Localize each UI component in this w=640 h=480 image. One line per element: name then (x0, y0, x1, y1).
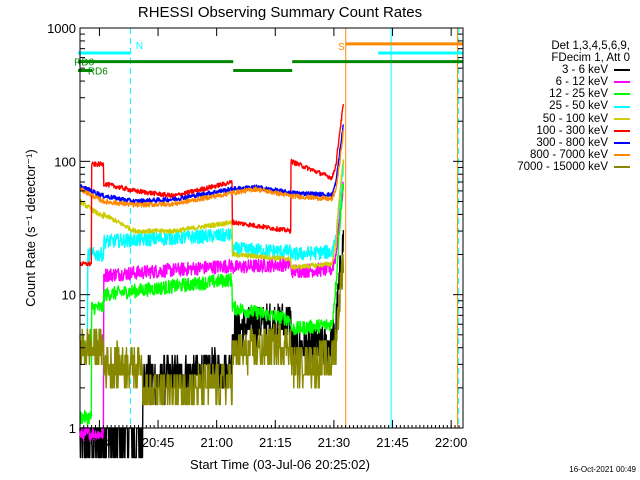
legend-entries: 3 - 6 keV 6 - 12 keV 12 - 25 keV 25 - 50 ke… (478, 64, 638, 173)
legend-entry: 6 - 12 keV (478, 76, 638, 88)
series-layer (79, 103, 345, 459)
legend-entry: 300 - 800 keV (478, 137, 638, 149)
series-50-100-kev (79, 159, 345, 270)
legend-label: 7000 - 15000 keV (517, 160, 608, 173)
axis-ticks: 20:30 20:45 21:00 21:15 21:30 21:45 22:00 1 10 10… (47, 21, 467, 450)
legend-label: 50 - 100 keV (542, 112, 608, 125)
x-tick-label-0: 20:30 (83, 435, 116, 450)
legend-entry: 12 - 25 keV (478, 88, 638, 100)
y-tick-label-2: 100 (54, 154, 76, 169)
y-axis-label: Count Rate (s⁻¹ detector⁻¹) (23, 149, 38, 307)
generated-timestamp: 16-Oct-2021 00:49 (569, 465, 636, 474)
y-tick-label-3: 1000 (47, 21, 76, 36)
legend-swatch (614, 81, 630, 84)
flag-label-rd6: RD6 (88, 67, 108, 78)
series-100-300-kev (79, 103, 345, 267)
legend: Det 1,3,4,5,6,9, FDecim 1, Att 0 3 - 6 k… (478, 40, 638, 173)
legend-entry: 7000 - 15000 keV (478, 161, 638, 173)
legend-swatch (614, 165, 630, 168)
x-tick-label-2: 21:00 (200, 435, 233, 450)
series-800-7000-kev (79, 129, 345, 208)
flag-label-n: N (136, 41, 143, 52)
legend-swatch (614, 153, 630, 156)
legend-entry: 50 - 100 keV (478, 113, 638, 125)
series-25-50-kev (79, 159, 345, 355)
x-tick-label-5: 21:45 (376, 435, 409, 450)
legend-header-line-2: FDecim 1, Att 0 (551, 52, 630, 65)
series-300-800-kev (79, 124, 345, 205)
chart-title: RHESSI Observing Summary Count Rates (138, 4, 422, 21)
legend-entry: 100 - 300 keV (478, 125, 638, 137)
x-tick-label-6: 22:00 (435, 435, 468, 450)
x-tick-label-1: 20:45 (142, 435, 175, 450)
legend-swatch (614, 141, 630, 144)
y-tick-label-0: 1 (69, 421, 76, 436)
legend-swatch (614, 93, 630, 96)
legend-label: 6 - 12 keV (555, 76, 608, 89)
flag-label-s: S (338, 42, 345, 53)
flag-label-rd0: RD0 (74, 58, 94, 69)
x-tick-label-3: 21:15 (259, 435, 292, 450)
legend-swatch (614, 105, 630, 108)
legend-entry: 25 - 50 keV (478, 100, 638, 112)
legend-entry: 3 - 6 keV (478, 64, 638, 76)
legend-label: 800 - 7000 keV (529, 148, 608, 161)
legend-swatch (614, 117, 630, 120)
series-12-25-kev (79, 183, 345, 426)
legend-header-line-1: Det 1,3,4,5,6,9, (551, 40, 630, 52)
legend-label: 12 - 25 keV (549, 88, 608, 101)
legend-label: 100 - 300 keV (536, 124, 608, 137)
legend-swatch (614, 129, 630, 132)
series-6-12-kev (79, 181, 345, 442)
legend-label: 25 - 50 keV (549, 100, 608, 113)
x-axis-label: Start Time (03-Jul-06 20:25:02) (190, 457, 370, 472)
x-tick-label-4: 21:30 (318, 435, 351, 450)
legend-entry: 800 - 7000 keV (478, 149, 638, 161)
legend-label: 3 - 6 keV (561, 64, 608, 77)
legend-swatch (614, 69, 630, 72)
series-7000-15000-kev (79, 253, 345, 406)
legend-label: 300 - 800 keV (536, 136, 608, 149)
y-tick-label-1: 10 (62, 288, 76, 303)
